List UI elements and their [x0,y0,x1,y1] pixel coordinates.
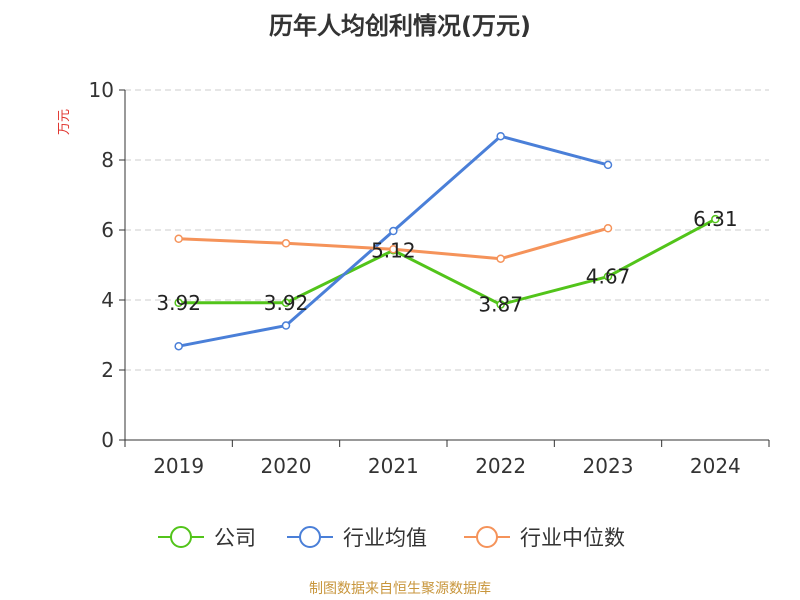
series-point-0 [496,300,505,309]
x-tick-label: 2020 [261,454,312,478]
legend-label: 行业中位数 [520,526,625,550]
series-point-2 [603,224,613,233]
y-tick-label: 10 [89,78,114,102]
legend-marker-icon [476,526,498,548]
series-point-0 [174,298,183,308]
legend-label: 行业均值 [343,526,427,550]
legend-item-2[interactable]: 行业中位数 [464,526,625,550]
y-tick-label: 4 [101,288,114,312]
legend-label: 公司 [214,526,256,550]
series-point-1 [174,341,183,351]
series-point-2 [281,239,291,248]
series-line-0 [178,217,717,307]
y-tick-label: 0 [101,428,114,452]
data-label: 5.12 [371,238,416,262]
data-label: 3.92 [156,291,201,315]
series-point-1 [496,131,505,141]
series-point-2 [174,234,183,243]
grid-lines [125,89,769,371]
data-labels: 3.92 3.92 5.12 3.87 4.67 6.31 [156,207,737,316]
y-tick-label: 6 [101,218,114,242]
x-tick-label: 2019 [153,454,204,478]
data-label: 3.87 [478,293,523,317]
series-lines [174,131,720,351]
legend-item-0[interactable]: 公司 [158,526,256,550]
chart-title: 历年人均创利情况(万元) [269,12,531,40]
series-point-1 [603,160,613,170]
series-point-1 [389,226,398,236]
series-point-2 [496,254,505,263]
legend-item-1[interactable]: 行业均值 [287,526,427,550]
source-note: 制图数据来自恒生聚源数据库 [309,581,491,597]
series-point-0 [711,214,720,224]
x-tick-label: 2024 [690,454,741,478]
series-point-1 [281,321,291,330]
legend-marker-icon [170,526,192,548]
data-label: 6.31 [693,207,738,231]
series-point-0 [603,272,613,281]
x-tick-label: 2023 [583,454,634,478]
y-tick-label: 8 [101,148,114,172]
data-label: 3.92 [264,291,309,315]
legend-marker-icon [299,526,321,548]
y-tick-label: 2 [101,358,114,382]
series-point-2 [389,245,398,254]
axes: 0 2 4 6 8 10 2019 2020 2021 2022 2023 2024 [89,78,770,478]
x-tick-label: 2021 [368,454,419,478]
series-point-0 [281,298,291,308]
legend[interactable]: 公司 行业均值 行业中位数 [158,526,625,550]
y-axis-label: 万元 [57,109,72,135]
x-tick-label: 2022 [475,454,526,478]
data-label: 4.67 [586,265,631,289]
